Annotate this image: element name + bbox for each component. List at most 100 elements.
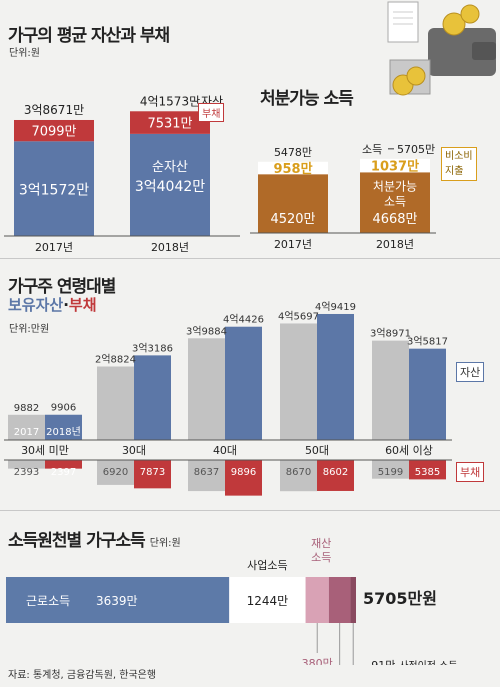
asset-2018-label: 4억4426 <box>223 314 264 326</box>
income-source-unit: 단위:원 <box>149 538 181 549</box>
age-subtitle-asset: 보유자산 <box>8 296 64 314</box>
income-segment <box>350 577 356 623</box>
disposable-title: 처분가능 소득 <box>260 89 354 109</box>
asset-2017-bar <box>188 338 225 440</box>
asset-2018-bar <box>134 355 171 440</box>
asset-2017-label: 3억8971 <box>370 328 411 340</box>
income-source-title: 소득원천별 가구소득 <box>8 531 146 551</box>
asset-2018-label: 9906 <box>51 403 76 414</box>
asset-2017-label: 9882 <box>14 403 39 414</box>
source-note: 자료: 통계청, 금융감독원, 한국은행 <box>8 670 157 681</box>
nonconsumption-label: 1037만 <box>371 159 419 175</box>
segment-name: 사업소득 <box>247 559 287 572</box>
debt-2017-bar <box>280 460 317 492</box>
divider <box>0 258 500 259</box>
year-2017-label: 2017 <box>14 427 39 438</box>
debt-2018-bar <box>225 460 262 496</box>
divider <box>0 510 500 511</box>
wallet-icon <box>428 28 496 76</box>
asset-label: 3억1572만 <box>19 183 89 199</box>
income-total: 5705만원 <box>363 589 437 608</box>
total-label: 4억1573만 <box>140 94 200 108</box>
disposable-inner-label: 소득 <box>384 194 406 208</box>
disposable-label: 4668만 <box>372 212 417 227</box>
debt-2018-label: 8602 <box>323 467 348 478</box>
segment-name: 근로소득 <box>26 594 70 608</box>
debt-2017-label: 8670 <box>286 467 311 478</box>
year-2018-label: 2018년 <box>46 426 81 438</box>
debt-2017-label: 2393 <box>14 467 39 478</box>
asset-2017-bar <box>8 414 45 440</box>
asset-2017-label: 2억8824 <box>95 353 136 365</box>
age-chart: 9882 9906 2017 2018년 30세 미만 2393 2397 2억88243억3… <box>4 301 452 496</box>
assets-debt-unit: 단위:원 <box>9 48 40 59</box>
legend-asset-tag: 자산 <box>456 362 485 382</box>
age-subtitle-sep: · <box>63 296 69 314</box>
age-group-label: 50대 <box>305 444 329 457</box>
asset-2018-bar <box>45 414 82 440</box>
debt-2017-bar <box>188 460 225 492</box>
asset-2017-label: 4억5697 <box>278 310 319 322</box>
coin-icon <box>442 12 466 36</box>
debt-2018-bar <box>134 460 171 489</box>
legend-debt-tag: 부채 <box>198 103 225 122</box>
coin-icon <box>460 4 480 24</box>
age-unit: 단위:만원 <box>9 324 50 335</box>
segment-value: 1244만 <box>247 594 289 608</box>
nonconsumption-bar <box>360 158 430 173</box>
asset-2017-label: 3억9884 <box>186 325 227 337</box>
asset-bar <box>14 141 94 236</box>
income-segment <box>229 577 306 623</box>
segment-name: 사적이전 소득 <box>399 660 457 665</box>
income-segment <box>305 577 329 623</box>
income-prefix: 소득 <box>362 143 382 156</box>
assets-debt-chart: 7099만 3억1572만 3억8671만 2017년 7531만 3억4042만 순자산 4… <box>4 94 240 254</box>
debt-2017-bar <box>97 460 134 485</box>
asset-2018-label: 4억9419 <box>315 301 356 313</box>
income-label: 5705만 <box>397 143 435 156</box>
disposable-bar <box>360 172 430 233</box>
debt-2017-bar <box>372 460 409 479</box>
disposable-inner-label: 처분가능 <box>373 179 417 193</box>
asset-2018-label: 3억3186 <box>132 342 173 354</box>
asset-label: 3억4042만 <box>135 179 205 195</box>
debt-bar <box>130 111 210 134</box>
segment-name: 소득 <box>311 551 331 564</box>
income-source-heading: 소득원천별 가구소득 단위:원 <box>8 526 181 551</box>
income-label: 5478만 <box>274 146 312 159</box>
year-label: 2018년 <box>376 238 414 251</box>
age-group-label: 30세 미만 <box>21 444 69 457</box>
income-segment <box>328 577 351 623</box>
asset-bar <box>130 133 210 236</box>
debt-2018-label: 7873 <box>140 467 165 478</box>
debt-2018-label: 2397 <box>51 467 76 478</box>
asset-2018-bar <box>225 326 262 440</box>
debt-bar <box>14 119 94 142</box>
age-subtitle-debt: 부채 <box>68 296 97 314</box>
segment-value: 91만 <box>371 659 395 665</box>
age-subtitle: 보유자산·부채 <box>8 294 97 315</box>
wallet-illustration <box>387 1 496 96</box>
debt-2017-label: 6920 <box>103 467 128 478</box>
age-title: 가구주 연령대별 <box>8 277 116 297</box>
debt-2018-bar <box>45 460 82 469</box>
year-label: 2017년 <box>274 238 312 251</box>
income-segment <box>6 577 230 623</box>
segment-name: 재산 <box>311 537 331 550</box>
segment-value: 3639만 <box>96 594 138 608</box>
debt-2018-label: 9896 <box>231 467 256 478</box>
age-group-label: 60세 이상 <box>385 444 433 457</box>
debt-2017-label: 5199 <box>378 467 403 478</box>
coin-icon <box>406 66 426 86</box>
asset-2018-label: 3억5817 <box>407 336 448 348</box>
asset-2018-bar <box>409 348 446 440</box>
debt-label: 7531만 <box>147 117 192 132</box>
segment-value: 380만 <box>302 657 333 665</box>
net-asset-label: 순자산 <box>152 160 188 175</box>
disposable-bar <box>258 174 328 233</box>
legend-debt-tag: 부채 <box>456 462 485 482</box>
debt-2018-bar <box>317 460 354 491</box>
disposable-label: 4520만 <box>270 212 315 227</box>
